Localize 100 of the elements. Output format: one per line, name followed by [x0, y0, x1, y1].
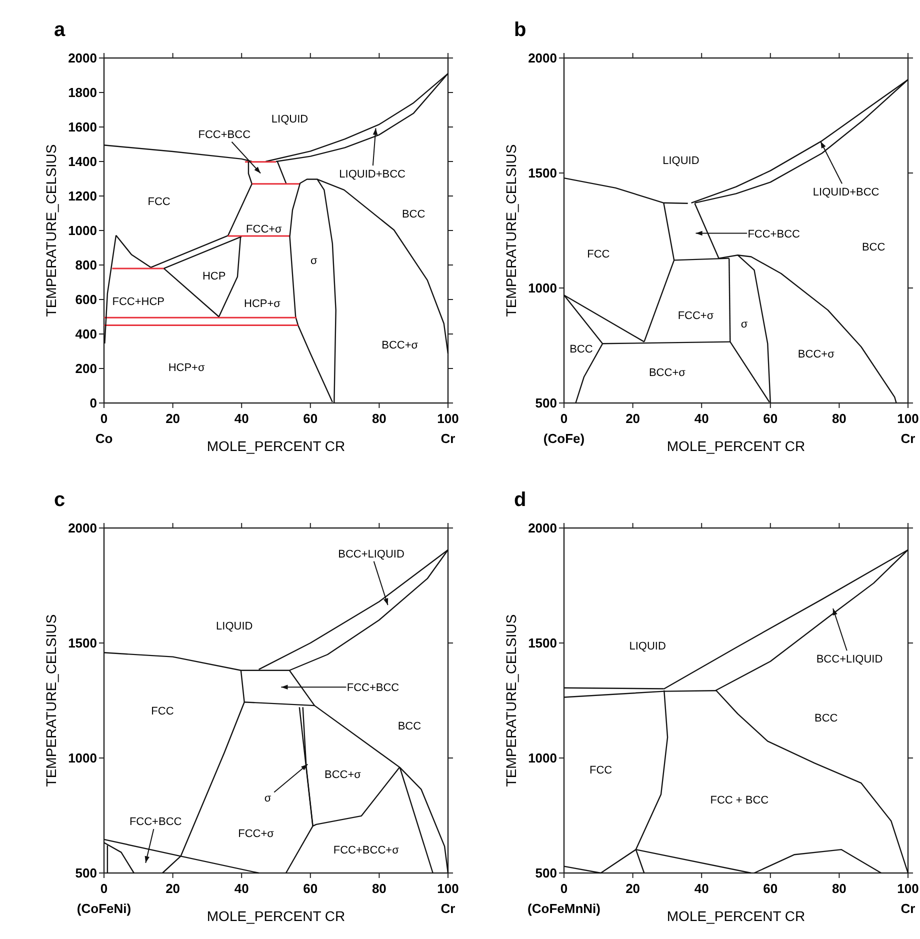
y-tick-label: 600 [75, 292, 97, 307]
x-tick-label: 40 [234, 411, 249, 426]
annotation: FCC+BCC+σ [333, 844, 400, 857]
x-axis-title: MOLE_PERCENT CR [666, 908, 806, 924]
x-tick-label: 40 [694, 881, 709, 896]
annotation: BCC [398, 720, 422, 733]
annotation: HCP+σ [244, 298, 281, 310]
x-tick-label: 60 [303, 411, 318, 426]
x-tick-label: 100 [897, 881, 919, 896]
y-tick-label: 1000 [528, 750, 557, 766]
x-axis-title: MOLE_PERCENT CR [206, 908, 346, 924]
annotation: LIQUID+BCC [339, 168, 406, 181]
y-axis-title: TEMPERATURE_CELSIUS [43, 144, 59, 317]
chart-title: a [54, 19, 66, 41]
y-axis-title: TEMPERATURE_CELSIUS [503, 144, 519, 317]
y-tick-label: 2000 [528, 50, 557, 66]
text: Cr [900, 901, 916, 916]
y-tick-label: 1000 [68, 750, 97, 766]
x-tick-label: 100 [437, 881, 459, 896]
annotation: FCC+σ [238, 828, 274, 840]
annotation: LIQUID [216, 620, 253, 632]
x-tick-label: 80 [372, 411, 386, 426]
annotation: HCP [202, 270, 226, 282]
annotation: LIQUID [271, 113, 308, 126]
annotation: LIQUID+BCC [812, 186, 880, 199]
annotation: FCC+HCP [112, 296, 165, 308]
x-tick-label: 0 [100, 881, 108, 896]
annotation: BCC [402, 208, 426, 220]
annotation: BCC [814, 712, 838, 724]
annotation: BCC+σ [648, 366, 686, 379]
x-tick-label: 0 [560, 411, 568, 426]
y-tick-label: 500 [535, 396, 557, 410]
y-tick-label: 500 [535, 866, 557, 880]
annotation: FCC [151, 706, 174, 718]
y-tick-label: 1500 [68, 636, 97, 650]
x-tick-label: 40 [234, 881, 249, 896]
annotation: FCC [590, 764, 612, 776]
annotation: FCC+BCC [198, 128, 251, 141]
y-axis-title: TEMPERATURE_CELSIUS [43, 614, 59, 787]
x-tick-label: 80 [372, 881, 386, 896]
annotation: LIQUID [662, 154, 700, 167]
x-tick-label: 60 [763, 411, 778, 426]
y-tick-label: 1000 [528, 280, 557, 296]
annotation: σ [740, 318, 748, 330]
annotation: FCC+BCC [748, 228, 800, 240]
y-tick-label: 200 [75, 361, 97, 376]
x-tick-label: 0 [560, 881, 568, 896]
annotation: FCC+BCC [346, 682, 400, 694]
annotation: BCC+σ [382, 339, 418, 352]
y-tick-label: 400 [75, 326, 97, 342]
chart-title: d [514, 489, 526, 511]
x-tick-label: 60 [763, 881, 778, 896]
annotation: BCC [862, 242, 886, 254]
annotation: BCC+LIQUID [338, 548, 404, 560]
x-tick-label: 20 [166, 411, 180, 426]
text: (CoFe) [543, 431, 585, 446]
annotation: FCC+σ [678, 310, 714, 322]
x-tick-label: 100 [897, 411, 919, 426]
annotation: σ [264, 792, 272, 805]
annotation: FCC [587, 248, 610, 260]
y-tick-label: 1600 [68, 120, 97, 134]
text: Cr [440, 901, 456, 916]
text: Co [95, 431, 113, 446]
x-tick-label: 80 [832, 881, 846, 896]
annotation: FCC [148, 196, 170, 208]
y-axis-title: TEMPERATURE_CELSIUS [503, 614, 519, 787]
text: Cr [440, 431, 456, 446]
y-tick-label: 1000 [68, 223, 97, 238]
x-tick-label: 80 [832, 411, 846, 426]
y-tick-label: 2000 [68, 520, 97, 536]
text: (CoFeNi) [76, 901, 132, 916]
y-tick-label: 1400 [68, 154, 97, 169]
y-tick-label: 0 [90, 396, 97, 410]
annotation: BCC+σ [324, 769, 362, 782]
annotation: σ [310, 254, 318, 267]
x-tick-label: 0 [100, 411, 108, 426]
y-tick-label: 1200 [68, 188, 97, 204]
annotation: BCC+LIQUID [816, 654, 883, 666]
x-tick-label: 20 [166, 881, 180, 896]
chart-title: b [514, 19, 526, 41]
x-tick-label: 100 [437, 411, 459, 426]
x-axis-title: MOLE_PERCENT CR [666, 438, 806, 454]
y-tick-label: 2000 [68, 50, 97, 66]
y-tick-label: 1500 [528, 636, 557, 650]
y-tick-label: 800 [75, 258, 97, 272]
x-tick-label: 20 [626, 881, 640, 896]
x-axis-title: MOLE_PERCENT CR [206, 438, 346, 454]
x-tick-label: 60 [303, 881, 318, 896]
annotation: FCC + BCC [710, 794, 769, 806]
y-tick-label: 500 [75, 866, 97, 880]
annotation: BCC+σ [798, 348, 835, 361]
chart-title: c [54, 489, 66, 511]
text: Cr [900, 431, 916, 446]
annotation: BCC [570, 343, 593, 356]
text: (CoFeMnNi) [528, 901, 600, 916]
annotation: FCC+BCC [129, 816, 182, 828]
x-tick-label: 20 [626, 411, 640, 426]
x-tick-label: 40 [694, 411, 709, 426]
y-tick-label: 2000 [528, 520, 557, 536]
y-tick-label: 1800 [68, 85, 97, 100]
